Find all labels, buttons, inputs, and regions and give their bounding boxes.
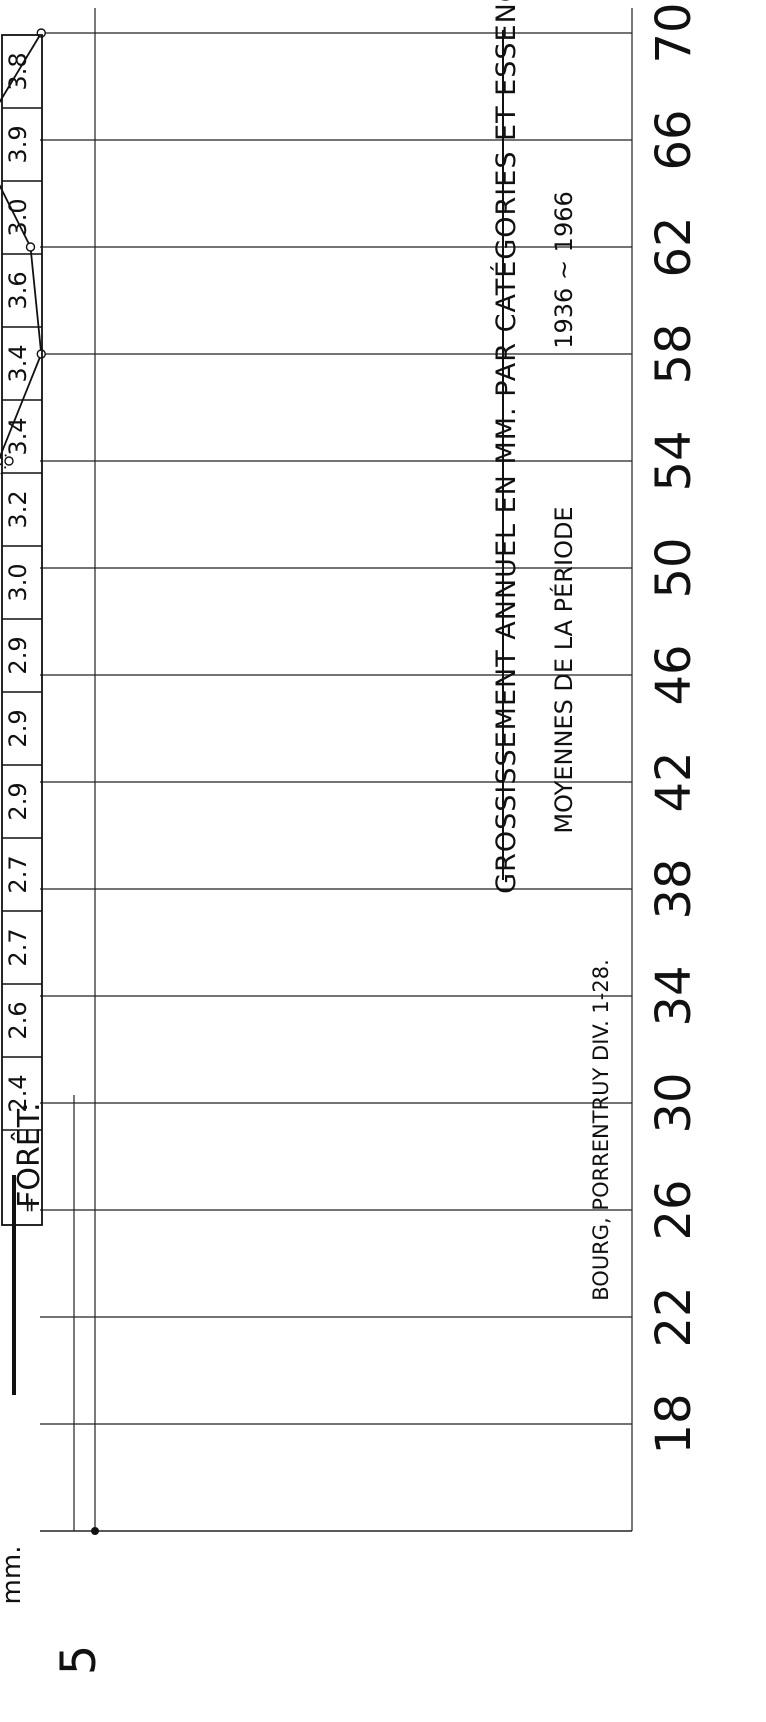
foret-value: 2.9: [4, 709, 32, 747]
foret-value: 3.0: [4, 563, 32, 601]
x-tick-label: 30: [646, 1072, 702, 1133]
foret-value: 3.0: [4, 198, 32, 236]
chart-title: GROSSISSEMENT ANNUEL EN MM. PAR CATÉGORI…: [490, 0, 522, 894]
series-line: [0, 32, 43, 460]
foret-value: 3.9: [4, 125, 32, 163]
foret-value: 3.4: [4, 417, 32, 455]
x-tick-label: 66: [646, 109, 702, 170]
chart-grid: [40, 8, 633, 1535]
foret-value: 2.7: [4, 928, 32, 966]
x-tick-label: 62: [646, 216, 702, 277]
x-tick-label: 54: [646, 430, 702, 491]
x-tick-label: 22: [646, 1286, 702, 1347]
chart-period: 1936 ~ 1966: [550, 191, 578, 349]
data-point: [4, 456, 14, 466]
source-note: BOURG, PORRENTRUY DIV. 1-28.: [589, 959, 613, 1301]
foret-label: FORÊT:: [11, 1102, 47, 1208]
foret-value: 2.4: [4, 1074, 32, 1112]
foret-value: 2.7: [4, 855, 32, 893]
foret-value: 3.4: [4, 344, 32, 382]
foret-value: 2.6: [4, 1001, 32, 1039]
data-point: [25, 242, 36, 252]
x-tick-label: 42: [646, 751, 702, 812]
x-tick-label: 18: [646, 1393, 702, 1454]
y-axis-label: mm.: [0, 1546, 27, 1605]
x-tick-label: 34: [646, 965, 702, 1026]
x-tick-label: 50: [646, 537, 702, 598]
foret-value: 2.9: [4, 782, 32, 820]
x-tick-label: 46: [646, 644, 702, 705]
x-tick-label: 70: [646, 2, 702, 63]
foret-eq-sign: =: [17, 1197, 41, 1214]
chart-subtitle: MOYENNES DE LA PÉRIODE: [549, 506, 578, 833]
y-tick-label: 5: [51, 1645, 107, 1676]
chart-labels: 182226303438424650545862667012345mm.SAP.…: [0, 2, 702, 1675]
foret-value: 3.2: [4, 490, 32, 528]
foret-header: FORÊT:= 2.4 2.6 2.7 2.7 2.9 2.9 2.9 3.0 3.2 3.4 3.4…: [1, 34, 47, 1226]
foret-box-outline: [1, 34, 43, 1226]
x-tick-label: 26: [646, 1179, 702, 1240]
x-tick-label: 58: [646, 323, 702, 384]
x-tick-label: 38: [646, 858, 702, 919]
axis-dot: [91, 1527, 99, 1535]
foret-value: 3.6: [4, 271, 32, 309]
foret-value: 2.9: [4, 636, 32, 674]
foret-value: 3.8: [4, 52, 32, 90]
